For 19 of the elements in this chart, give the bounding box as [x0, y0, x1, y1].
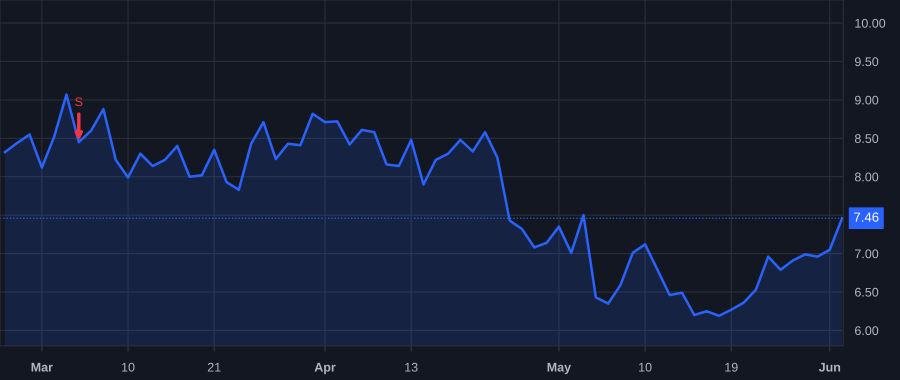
y-tick-label: 8.50 [854, 134, 878, 143]
x-tick-label: 21 [208, 362, 221, 372]
y-tick-label: 9.00 [854, 96, 878, 105]
y-tick-label: 6.50 [855, 288, 878, 297]
y-tick-label: 8.00 [854, 172, 878, 182]
x-tick-label: May [548, 362, 572, 374]
x-tick-label: Mar [32, 362, 53, 372]
x-tick-label: 10 [639, 362, 652, 372]
ref-line-label: 7.46 [854, 212, 879, 222]
x-tick-label: 10 [122, 362, 134, 372]
y-tick-label: 9.50 [854, 57, 878, 66]
x-tick-label: 19 [725, 362, 738, 372]
x-tick-label: Apr [314, 362, 336, 374]
x-tick-label: Jun [818, 362, 840, 372]
annotation: S [75, 97, 82, 106]
y-tick-label: 10.00 [855, 18, 886, 28]
x-tick-label: 13 [405, 362, 418, 372]
y-tick-label: 6.00 [855, 326, 878, 336]
y-tick-label: 7.00 [855, 249, 878, 258]
